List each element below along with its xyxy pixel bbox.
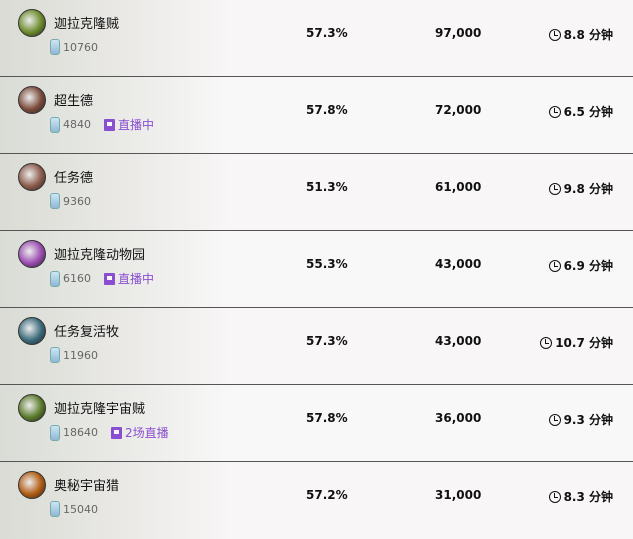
winrate: 51.3% <box>306 180 348 194</box>
deck-row[interactable]: 任务德 9360 51.3% 61,000 9.8 分钟 <box>0 154 633 231</box>
games-count: 61,000 <box>435 180 482 194</box>
deck-row[interactable]: 任务复活牧 11960 57.3% 43,000 10.7 分钟 <box>0 308 633 385</box>
live-stream-link[interactable]: 2场直播 <box>111 424 169 441</box>
dust-value: 6160 <box>63 272 91 285</box>
deck-name[interactable]: 超生德 <box>54 94 94 109</box>
dust-cost: 15040 <box>50 501 98 517</box>
duration-value: 9.3 分钟 <box>563 413 613 427</box>
class-icon <box>18 471 46 499</box>
dust-icon <box>50 347 60 363</box>
dust-cost: 4840 直播中 <box>50 116 154 133</box>
class-icon <box>18 9 46 37</box>
winrate: 57.2% <box>306 488 348 502</box>
duration-value: 6.5 分钟 <box>563 105 613 119</box>
winrate: 57.3% <box>306 26 348 40</box>
dust-value: 10760 <box>63 40 98 54</box>
dust-cost: 10760 <box>50 39 98 55</box>
winrate: 55.3% <box>306 257 348 271</box>
deck-row[interactable]: 迦拉克隆动物园 6160 直播中 55.3% 43,000 6.9 分钟 <box>0 231 633 308</box>
clock-icon <box>548 259 561 272</box>
class-icon <box>18 394 46 422</box>
dust-value: 4840 <box>63 118 91 131</box>
duration: 9.8 分钟 <box>548 180 613 197</box>
class-icon <box>18 163 46 191</box>
winrate: 57.8% <box>306 103 348 117</box>
twitch-icon <box>111 426 122 439</box>
class-icon <box>18 317 46 345</box>
clock-icon <box>548 490 561 503</box>
duration: 6.9 分钟 <box>548 257 613 274</box>
dust-cost: 9360 <box>50 193 91 209</box>
dust-cost: 11960 <box>50 347 98 363</box>
duration: 9.3 分钟 <box>548 411 613 428</box>
duration: 10.7 分钟 <box>540 334 613 351</box>
dust-icon <box>50 116 60 133</box>
duration-value: 10.7 分钟 <box>555 336 613 350</box>
dust-icon <box>50 39 60 55</box>
dust-icon <box>50 424 60 441</box>
clock-icon <box>548 413 561 426</box>
winrate: 57.3% <box>306 334 348 348</box>
duration-value: 9.8 分钟 <box>563 182 613 196</box>
deck-row[interactable]: 奥秘宇宙猎 15040 57.2% 31,000 8.3 分钟 <box>0 462 633 539</box>
games-count: 36,000 <box>435 411 482 425</box>
duration: 6.5 分钟 <box>548 103 613 120</box>
duration: 8.8 分钟 <box>548 26 613 43</box>
duration: 8.3 分钟 <box>548 488 613 505</box>
twitch-icon <box>104 272 115 285</box>
live-label: 直播中 <box>118 118 155 132</box>
dust-icon <box>50 193 60 209</box>
deck-name[interactable]: 奥秘宇宙猎 <box>54 479 120 494</box>
dust-value: 9360 <box>63 194 91 208</box>
deck-name[interactable]: 迦拉克隆宇宙贼 <box>54 402 146 417</box>
deck-row[interactable]: 迦拉克隆贼 10760 57.3% 97,000 8.8 分钟 <box>0 0 633 77</box>
class-icon <box>18 86 46 114</box>
dust-value: 18640 <box>63 426 98 439</box>
dust-value: 15040 <box>63 502 98 516</box>
duration-value: 8.3 分钟 <box>563 490 613 504</box>
deck-name[interactable]: 迦拉克隆贼 <box>54 17 120 32</box>
live-stream-link[interactable]: 直播中 <box>104 116 154 133</box>
deck-name[interactable]: 任务复活牧 <box>54 325 120 340</box>
deck-name[interactable]: 任务德 <box>54 171 94 186</box>
deck-row[interactable]: 超生德 4840 直播中 57.8% 72,000 6.5 分钟 <box>0 77 633 154</box>
clock-icon <box>540 336 553 349</box>
duration-value: 6.9 分钟 <box>563 259 613 273</box>
live-stream-link[interactable]: 直播中 <box>104 270 154 287</box>
games-count: 43,000 <box>435 257 482 271</box>
deck-name[interactable]: 迦拉克隆动物园 <box>54 248 146 263</box>
dust-cost: 6160 直播中 <box>50 270 154 287</box>
clock-icon <box>548 28 561 41</box>
dust-cost: 18640 2场直播 <box>50 424 169 441</box>
clock-icon <box>548 182 561 195</box>
games-count: 72,000 <box>435 103 482 117</box>
live-label: 直播中 <box>118 272 155 286</box>
live-label: 2场直播 <box>125 426 169 440</box>
dust-value: 11960 <box>63 348 98 362</box>
duration-value: 8.8 分钟 <box>563 28 613 42</box>
games-count: 43,000 <box>435 334 482 348</box>
games-count: 31,000 <box>435 488 482 502</box>
deck-row[interactable]: 迦拉克隆宇宙贼 18640 2场直播 57.8% 36,000 9.3 分钟 <box>0 385 633 462</box>
games-count: 97,000 <box>435 26 482 40</box>
dust-icon <box>50 270 60 287</box>
winrate: 57.8% <box>306 411 348 425</box>
clock-icon <box>548 105 561 118</box>
twitch-icon <box>104 118 115 131</box>
class-icon <box>18 240 46 268</box>
dust-icon <box>50 501 60 517</box>
